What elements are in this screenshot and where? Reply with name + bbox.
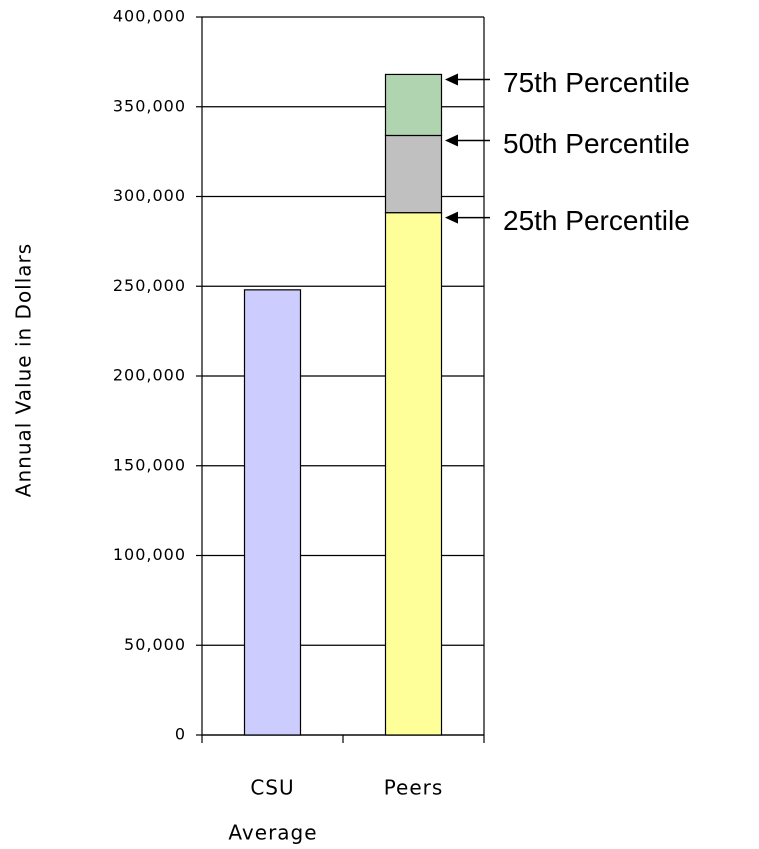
x-tick-label: Peers (384, 776, 444, 800)
y-tick-label: 200,000 (113, 366, 186, 385)
annotation: 25th Percentile (503, 205, 690, 236)
bar-segment (243, 289, 302, 736)
y-tick-label: 50,000 (124, 635, 186, 654)
y-tick-label: 100,000 (113, 545, 186, 564)
x-axis-label: Average (228, 821, 317, 845)
bar-segment (384, 134, 443, 214)
y-tick-label: 350,000 (113, 96, 186, 115)
bar-segment (384, 73, 443, 137)
y-tick-label: 400,000 (113, 7, 186, 26)
y-tick-label: 0 (175, 725, 186, 744)
bar-segment (384, 212, 443, 736)
y-tick-label: 300,000 (113, 186, 186, 205)
x-tick-label: CSU (250, 776, 294, 800)
y-tick-label: 150,000 (113, 455, 186, 474)
y-tick-label: 250,000 (113, 276, 186, 295)
arrow-head (445, 211, 458, 224)
arrow-head (445, 73, 458, 86)
y-axis-label: Annual Value in Dollars (12, 243, 36, 497)
annotation: 75th Percentile (503, 67, 690, 98)
arrow-head (445, 134, 458, 147)
annotation: 50th Percentile (503, 128, 690, 159)
